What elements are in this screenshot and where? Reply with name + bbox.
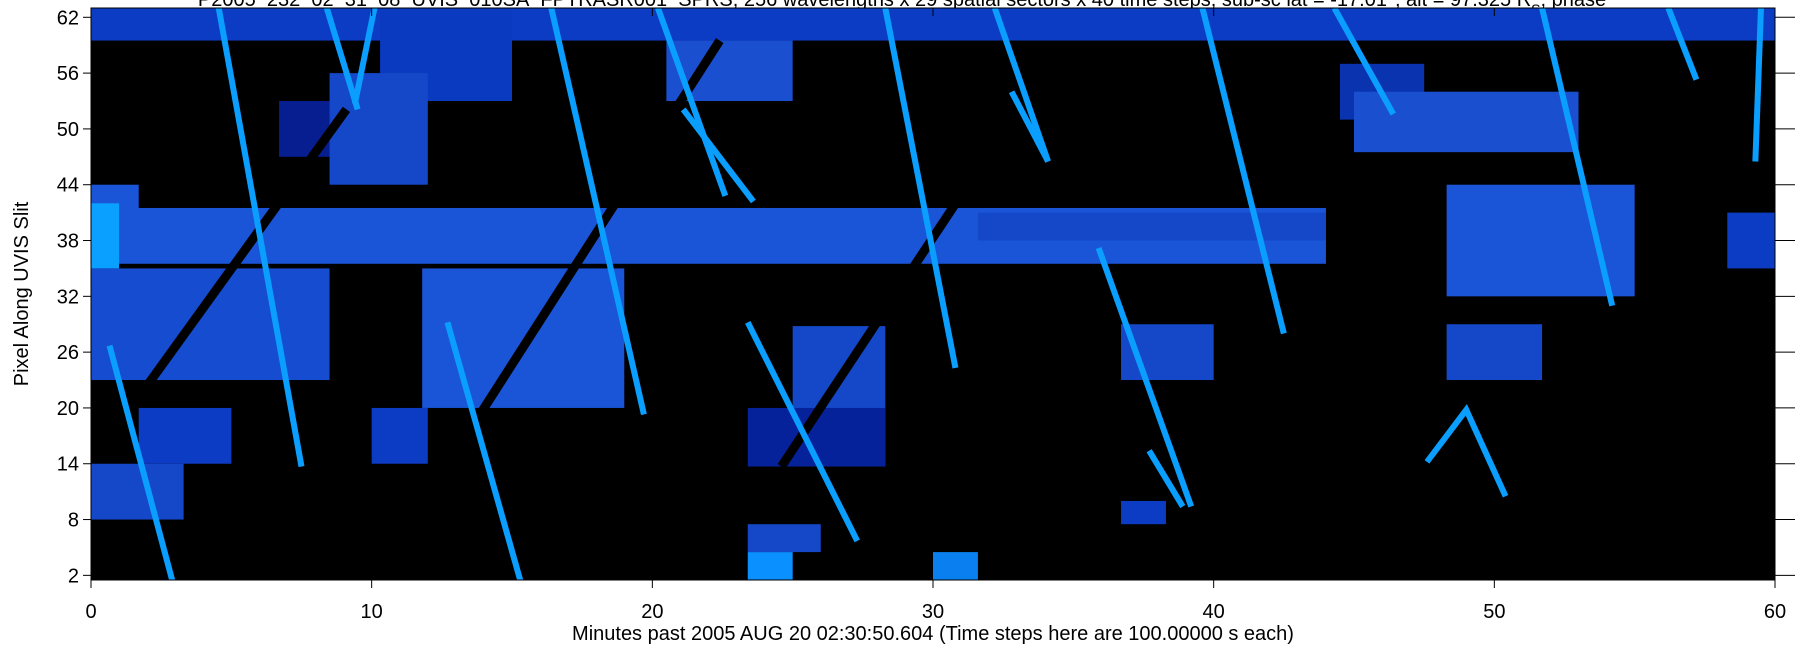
streak	[1665, 8, 1700, 81]
streak	[1199, 8, 1287, 335]
y-tick-label: 14	[57, 454, 79, 476]
x-tick-label: 60	[1764, 601, 1786, 623]
streak	[215, 8, 305, 468]
heat-cell	[977, 212, 1326, 241]
heat-cell	[91, 268, 330, 381]
y-tick-label: 50	[57, 119, 79, 141]
streak	[1095, 246, 1195, 508]
title-tail: , phase	[1541, 0, 1607, 11]
streak	[548, 8, 647, 416]
heat-cell	[371, 407, 428, 464]
streak	[1424, 403, 1509, 498]
streak	[680, 107, 756, 204]
plot-area	[91, 8, 1775, 580]
streak	[351, 8, 378, 105]
y-tick-label: 20	[57, 398, 79, 420]
streak	[106, 344, 176, 580]
y-tick-label: 56	[57, 63, 79, 85]
streak	[323, 8, 361, 111]
heat-cell	[1446, 324, 1543, 381]
y-tick-label: 8	[68, 510, 79, 532]
x-tick-label: 10	[361, 601, 383, 623]
y-tick-label: 62	[57, 7, 79, 29]
streak	[882, 8, 959, 369]
heat-cell	[422, 268, 625, 408]
y-tick-label: 38	[57, 231, 79, 253]
x-tick-label: 30	[922, 601, 944, 623]
y-tick-label: 26	[57, 342, 79, 364]
y-tick-label: 2	[68, 565, 79, 587]
heat-cell	[329, 73, 428, 185]
streak	[745, 321, 860, 543]
streak	[1146, 449, 1186, 509]
heat-cell	[91, 203, 120, 269]
streak	[1008, 90, 1051, 163]
streak	[444, 321, 524, 580]
streak	[991, 8, 1051, 163]
x-axis-label: Minutes past 2005 AUG 20 02:30:50.604 (T…	[572, 623, 1294, 645]
heat-cell	[933, 552, 978, 580]
streak	[655, 8, 729, 197]
dark-track	[457, 38, 724, 446]
x-tick-label: 20	[641, 601, 663, 623]
y-tick-label: 32	[57, 286, 79, 308]
heat-cell	[1354, 91, 1579, 153]
x-tick-label: 40	[1203, 601, 1225, 623]
x-tick-label: 50	[1483, 601, 1505, 623]
streak	[1331, 8, 1396, 116]
heat-cell	[91, 463, 184, 520]
x-tick-label: 0	[85, 601, 96, 623]
title-main: P2005_232_02_31_08_UVIS_010SA_FPTRASR001…	[198, 0, 1531, 11]
streak	[1539, 8, 1616, 307]
y-tick-label: 44	[57, 175, 79, 197]
heat-cell	[1727, 212, 1775, 269]
y-axis-label: Pixel Along UVIS Slit	[11, 201, 33, 386]
heat-cell	[1121, 500, 1166, 525]
streak	[1752, 8, 1764, 162]
heat-cell	[747, 552, 793, 580]
dark-track	[777, 175, 977, 470]
heat-cell	[138, 407, 232, 464]
dark-track	[105, 106, 351, 441]
heat-cell	[747, 524, 821, 553]
